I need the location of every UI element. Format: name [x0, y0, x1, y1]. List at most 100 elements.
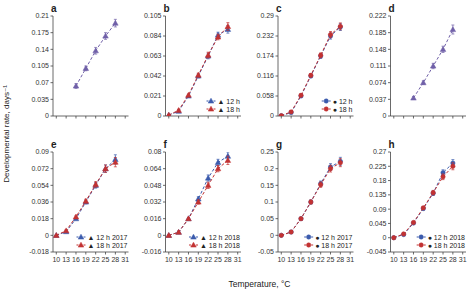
- plot-area: [73, 19, 118, 88]
- error-bar-cap: [94, 187, 97, 188]
- point: [338, 25, 342, 29]
- error-bar-cap: [451, 25, 454, 26]
- error-bar-cap: [329, 163, 332, 164]
- y-tick: [163, 116, 166, 117]
- point: [215, 166, 221, 171]
- point: [318, 53, 322, 57]
- x-tick: [350, 252, 351, 255]
- point: [176, 229, 182, 234]
- x-tick: [208, 252, 209, 255]
- x-tick: [208, 116, 209, 119]
- y-tick-label: 0.21: [35, 12, 49, 19]
- plot-area: [279, 157, 342, 237]
- y-tick: [388, 180, 391, 181]
- point: [299, 93, 303, 97]
- error-bar-cap: [451, 169, 454, 170]
- series-line: [56, 162, 115, 235]
- error-bar-cap: [329, 165, 332, 166]
- error-bar: [299, 217, 302, 220]
- legend-label: ● 18 h 2017: [315, 242, 352, 249]
- y-tick: [276, 152, 279, 153]
- x-tick-label: 28: [336, 256, 344, 263]
- series-line: [281, 27, 340, 116]
- error-bar: [442, 174, 445, 180]
- x-tick: [237, 252, 238, 255]
- point: [328, 166, 332, 170]
- point: [441, 170, 445, 174]
- panel-label: h: [389, 139, 395, 150]
- x-tick: [115, 116, 116, 119]
- x-tick-label: 31: [234, 256, 242, 263]
- point: [450, 27, 456, 32]
- point: [338, 24, 342, 28]
- y-tick-label: 0.232: [256, 32, 274, 39]
- x-tick: [291, 116, 292, 119]
- x-tick: [188, 116, 189, 119]
- error-bar: [432, 191, 435, 195]
- y-tick: [388, 166, 391, 167]
- error-bar-cap: [329, 31, 332, 32]
- x-tick: [393, 116, 394, 119]
- point: [225, 24, 231, 29]
- x-tick: [340, 116, 341, 119]
- point: [338, 160, 342, 164]
- y-tick-label: 0.225: [369, 163, 387, 170]
- error-bar-cap: [339, 22, 342, 23]
- x-tick-label: 16: [410, 256, 418, 263]
- x-tick: [168, 252, 169, 255]
- point: [225, 158, 231, 163]
- y-tick: [163, 16, 166, 17]
- legend: ● 12 h● 18 h: [322, 98, 353, 113]
- error-bar-cap: [94, 54, 97, 55]
- point: [205, 175, 211, 180]
- point: [279, 233, 283, 237]
- error-bar-cap: [442, 173, 445, 174]
- point: [205, 53, 211, 58]
- y-tick: [163, 36, 166, 37]
- x-tick: [56, 252, 57, 255]
- y-tick: [163, 185, 166, 186]
- point: [93, 182, 99, 187]
- y-tick: [276, 56, 279, 57]
- y-tick-label: 0: [270, 112, 274, 119]
- x-tick-label: 31: [346, 256, 354, 263]
- plot-area: [53, 155, 118, 238]
- legend-label: ▲ 12 h: [218, 98, 241, 105]
- y-tick-label: 0.18: [373, 177, 387, 184]
- error-bar-cap: [442, 179, 445, 180]
- x-axis-line: [53, 116, 129, 117]
- y-tick-label: -0.016: [142, 248, 162, 255]
- error-bar-cap: [451, 162, 454, 163]
- y-tick: [388, 237, 391, 238]
- y-tick: [163, 218, 166, 219]
- y-tick: [388, 49, 391, 50]
- point: [93, 183, 99, 188]
- legend-label: ▲ 18 h 2018: [200, 242, 240, 249]
- legend-label: ▲ 18 h 2017: [87, 242, 127, 249]
- series-line: [281, 163, 340, 236]
- error-bar-cap: [339, 158, 342, 159]
- x-tick-label: 16: [297, 256, 305, 263]
- error-bar: [319, 182, 322, 187]
- point: [63, 229, 69, 234]
- x-tick: [452, 116, 453, 119]
- point: [431, 191, 435, 195]
- point: [328, 32, 332, 36]
- y-tick-label: 0.063: [144, 52, 162, 59]
- error-bar: [432, 190, 435, 194]
- y-tick-label: 0.185: [369, 29, 387, 36]
- x-tick-label: 31: [459, 256, 467, 263]
- x-tick: [237, 116, 238, 119]
- x-tick-label: 25: [439, 256, 447, 263]
- x-tick: [340, 252, 341, 255]
- point: [279, 113, 283, 116]
- y-tick-label: 0.042: [144, 72, 162, 79]
- error-bar-cap: [114, 157, 117, 158]
- point: [83, 198, 89, 203]
- y-tick-label: 0.09: [373, 206, 387, 213]
- legend-marker: [208, 98, 214, 103]
- subplot: c00.0580.1160.1740.2320.29● 12 h● 18 h: [256, 3, 353, 119]
- x-tick-label: 13: [287, 256, 295, 263]
- y-tick-label: 0.148: [369, 46, 387, 53]
- x-tick: [423, 252, 424, 255]
